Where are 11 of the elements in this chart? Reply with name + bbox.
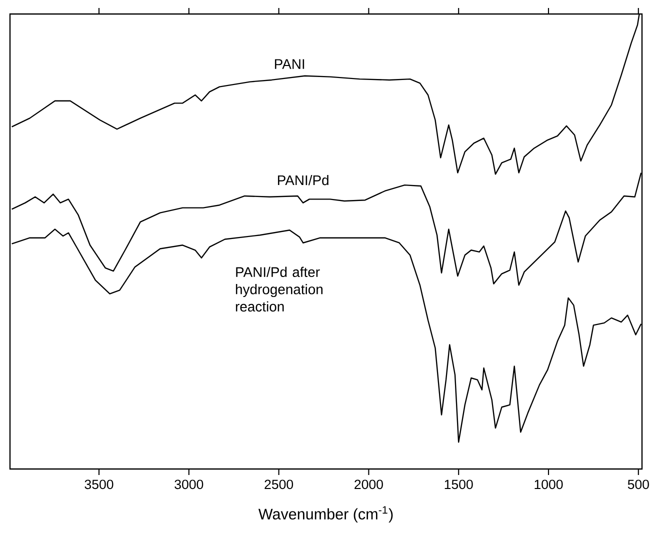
x-tick-label: 3500 <box>84 480 114 490</box>
series-label: PANI <box>274 59 304 69</box>
text: PANI/Pd after hydrogenation reaction <box>236 266 322 312</box>
x-tick-label: 1500 <box>444 480 473 490</box>
x-tick-label: 2000 <box>354 480 383 490</box>
x-tick-label: 500 <box>628 480 649 490</box>
x-tick-label: 2500 <box>264 480 294 490</box>
x-tick-label: 3000 <box>174 480 204 490</box>
series-label: PANI/Pd <box>278 174 328 186</box>
x-axis-title: Wavenumber (cm$^{-1}$) <box>258 506 393 523</box>
x-tick-label: 1000 <box>534 480 563 490</box>
